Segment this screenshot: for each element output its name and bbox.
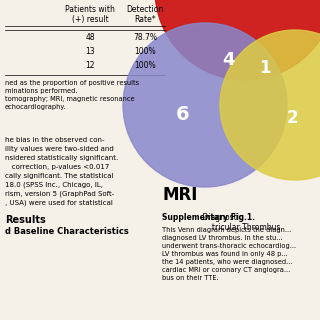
- Text: Supplementary Fig.1.: Supplementary Fig.1.: [162, 213, 255, 222]
- Text: bus on their TTE.: bus on their TTE.: [162, 275, 219, 281]
- Text: echocardiography.: echocardiography.: [5, 104, 66, 110]
- Text: 2: 2: [286, 109, 298, 127]
- Text: tomography; MRI, magnetic resonance: tomography; MRI, magnetic resonance: [5, 96, 135, 102]
- Text: LV thrombus was found in only 48 p...: LV thrombus was found in only 48 p...: [162, 251, 288, 257]
- Text: the 14 patients, who were diagnosed...: the 14 patients, who were diagnosed...: [162, 259, 292, 265]
- Text: he bias in the observed con-: he bias in the observed con-: [5, 137, 105, 143]
- Text: nsidered statistically significant.: nsidered statistically significant.: [5, 155, 118, 161]
- Text: Results: Results: [5, 215, 46, 225]
- Text: 6: 6: [176, 106, 190, 124]
- Text: Patients with
(+) result: Patients with (+) result: [65, 5, 115, 24]
- Text: d Baseline Characteristics: d Baseline Characteristics: [5, 228, 129, 236]
- Text: 100%: 100%: [134, 47, 156, 57]
- Text: ility values were two-sided and: ility values were two-sided and: [5, 146, 114, 152]
- Text: minations performed.: minations performed.: [5, 88, 77, 94]
- Text: Detection
Rate*: Detection Rate*: [126, 5, 164, 24]
- Circle shape: [220, 30, 320, 180]
- Text: , USA) were used for statistical: , USA) were used for statistical: [5, 200, 113, 206]
- Text: 18.0 (SPSS Inc., Chicago, IL,: 18.0 (SPSS Inc., Chicago, IL,: [5, 182, 103, 188]
- Text: This Venn diagram depicts the diagn...: This Venn diagram depicts the diagn...: [162, 227, 291, 233]
- Text: MRI: MRI: [162, 186, 197, 204]
- Text: cardiac MRI or coronary CT angiogra...: cardiac MRI or coronary CT angiogra...: [162, 267, 290, 273]
- Text: rism, version 5 (GraphPad Soft-: rism, version 5 (GraphPad Soft-: [5, 191, 114, 197]
- Text: cally significant. The statistical: cally significant. The statistical: [5, 173, 114, 179]
- Text: 1: 1: [259, 59, 271, 77]
- Text: 78.7%: 78.7%: [133, 34, 157, 43]
- Text: Diagnostic
     tricular Thrombus.: Diagnostic tricular Thrombus.: [200, 213, 283, 232]
- Text: 4: 4: [222, 51, 234, 69]
- Text: correction, p-values <0.017: correction, p-values <0.017: [5, 164, 109, 170]
- Text: 12: 12: [85, 61, 95, 70]
- Text: underwent trans-thoracic echocardiog...: underwent trans-thoracic echocardiog...: [162, 243, 296, 249]
- Circle shape: [155, 0, 320, 80]
- Text: diagnosed LV thrombus. In the stu...: diagnosed LV thrombus. In the stu...: [162, 235, 283, 241]
- Text: ned as the proportion of positive results: ned as the proportion of positive result…: [5, 80, 139, 86]
- Text: 13: 13: [85, 47, 95, 57]
- Text: 48: 48: [85, 34, 95, 43]
- Text: 100%: 100%: [134, 61, 156, 70]
- Circle shape: [123, 23, 287, 187]
